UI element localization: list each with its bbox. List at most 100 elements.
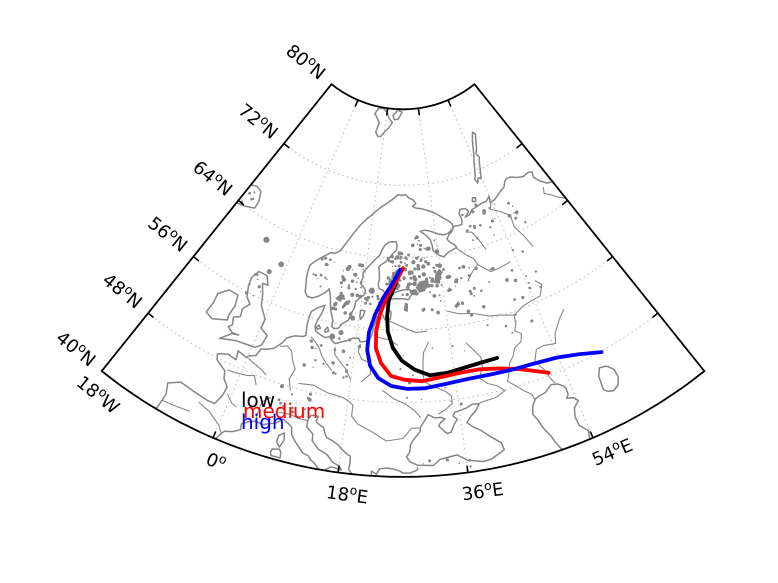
trajectory-high	[365, 268, 604, 391]
river-ebro	[198, 401, 223, 435]
river-neman	[373, 334, 399, 346]
lake-rybinsk	[454, 300, 461, 309]
coastline-funen	[315, 324, 322, 331]
island-faroe	[263, 236, 270, 243]
lat-label-64n: 64oN	[188, 154, 238, 201]
tick-lon-bottom-0	[212, 431, 217, 439]
graticule-parallel-64	[237, 199, 569, 259]
lon-label-18w: 18oW	[72, 369, 125, 418]
river-ob	[542, 187, 566, 199]
island-orkney	[266, 269, 272, 275]
coastline-ireland	[205, 289, 239, 321]
lake-beloye	[446, 287, 453, 293]
river-oder	[334, 347, 352, 381]
river-dniester	[381, 389, 422, 419]
tick-lat-left-56	[192, 255, 200, 262]
coastline-layer	[144, 107, 619, 477]
tick-lon-top-0	[354, 99, 359, 107]
tick-lat-right-64	[561, 199, 569, 206]
coastline-caspian-sea	[532, 383, 591, 452]
tick-lon-top-36	[417, 108, 421, 116]
trajectories-layer	[365, 266, 604, 391]
legend-label-high: high	[241, 410, 285, 434]
river-rhine	[280, 345, 296, 391]
ticks-layer	[147, 99, 659, 473]
coastline-corsica	[275, 432, 286, 448]
river-loire	[227, 369, 257, 386]
tick-lon-bottom-36	[466, 465, 469, 473]
river-volga	[446, 310, 536, 401]
island-bornholm	[338, 330, 344, 336]
river-don	[465, 342, 506, 404]
rivers-layer	[162, 187, 566, 442]
tick-lon-bottom-54	[589, 431, 594, 439]
river-po	[278, 411, 309, 422]
lat-label-48n: 48oN	[98, 267, 148, 314]
coastline-svalbard-east	[392, 109, 403, 121]
lat-label-80n: 80oN	[282, 38, 332, 85]
lon-label-36e: 36oE	[460, 476, 505, 506]
lon-label-18e: 18oE	[325, 479, 370, 509]
coastline-zealand	[323, 326, 330, 333]
coastline-gotland	[359, 309, 366, 321]
river-northern-dvina	[454, 247, 479, 280]
coastline-great-britain	[218, 270, 269, 349]
river-elbe	[310, 336, 333, 371]
legend-label-medium: medium	[243, 399, 326, 423]
river-daugava	[388, 320, 428, 334]
coastline-europe-mainland	[144, 171, 553, 418]
tick-lon-top-54	[447, 99, 452, 107]
coastline-kolguyev	[471, 196, 477, 203]
river-danube	[298, 382, 420, 442]
graticule-meridian-0	[212, 99, 359, 439]
river-garonne	[227, 393, 237, 408]
island-oland	[350, 315, 356, 321]
tick-lon-top-18	[385, 108, 389, 116]
lon-label-0: 0o	[203, 446, 230, 476]
tick-lat-right-56	[606, 255, 614, 262]
map-content-layer	[144, 99, 659, 477]
island-ruegen	[329, 333, 336, 340]
tick-lon-bottom-18	[337, 465, 340, 473]
lake-peipus	[403, 302, 409, 312]
tick-lat-left-72	[283, 142, 290, 149]
river-mezen	[465, 231, 487, 250]
river-vistula	[357, 343, 372, 383]
tick-lat-left-64	[237, 199, 245, 206]
river-douro	[162, 399, 191, 412]
map-frame	[100, 82, 706, 478]
coastline-aral-sea	[598, 365, 619, 393]
coastline-sardinia-north	[269, 448, 282, 459]
coastline-black-sea-azov	[405, 403, 506, 467]
coastline-mediterranean-adriatic	[212, 414, 419, 477]
lat-label-72n: 72oN	[234, 97, 284, 144]
lake-vattern	[341, 301, 347, 310]
coastline-iceland	[232, 183, 262, 209]
graticule-meridian-36	[417, 107, 469, 474]
lake-speckles-layer	[240, 191, 542, 477]
graticule-meridian-18	[337, 107, 389, 474]
lat-label-56n: 56oN	[143, 210, 193, 257]
graticule-meridian-54	[447, 99, 594, 439]
trajectory-low	[385, 270, 499, 378]
graticule-parallel-56	[192, 256, 614, 331]
river-vychegda	[477, 261, 511, 273]
tick-lat-right-48	[651, 312, 659, 319]
lat-label-40n: 40oN	[52, 325, 102, 372]
tick-lat-left-48	[147, 312, 155, 319]
graticule-parallel-72	[283, 143, 523, 186]
river-kama	[513, 280, 543, 316]
coastline-svalbard-west	[374, 107, 394, 138]
legend-label-low: low	[241, 388, 276, 412]
trajectory-medium	[374, 266, 551, 384]
river-seine	[248, 357, 267, 376]
tick-lat-right-72	[516, 142, 523, 149]
river-rhone	[254, 396, 272, 422]
river-pechora	[489, 201, 534, 247]
graticule-layer	[147, 99, 659, 474]
lake-ilmen	[421, 307, 426, 313]
graticule-parallel-48	[147, 312, 659, 404]
